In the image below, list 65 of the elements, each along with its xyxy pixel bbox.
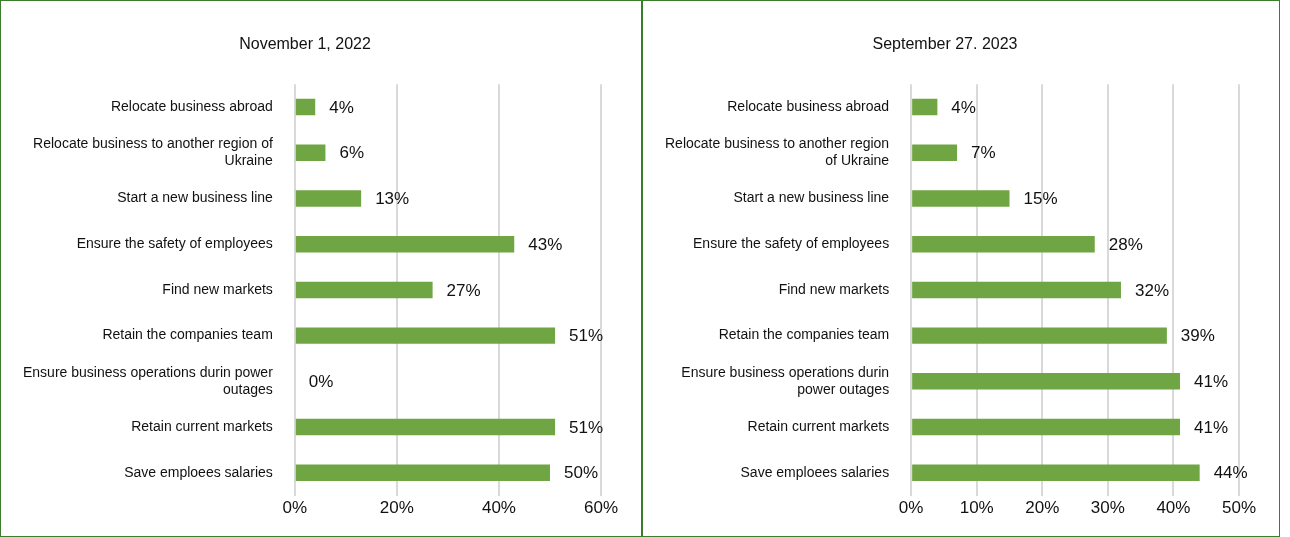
y-tick-label: Start a new business line xyxy=(117,189,274,206)
data-label: 7% xyxy=(971,143,996,163)
x-tick-label: 20% xyxy=(379,498,414,518)
bar xyxy=(912,190,1010,207)
data-label: 13% xyxy=(375,189,410,209)
y-tick-label: Relocate business to another region of Ukraine xyxy=(33,135,274,169)
x-tick-label: 40% xyxy=(1156,498,1191,518)
y-tick-label: Retain the companies team xyxy=(102,326,273,343)
data-label: 50% xyxy=(563,463,598,483)
y-tick-label: Ensure business operations durin power outages xyxy=(23,363,274,397)
x-tick-label: 0% xyxy=(282,498,308,518)
data-label: 4% xyxy=(329,97,354,117)
y-tick-label: Save emploees salaries xyxy=(124,463,273,480)
bar xyxy=(912,418,1180,436)
data-label: 51% xyxy=(569,417,604,437)
data-label: 41% xyxy=(1193,372,1229,392)
data-label: 44% xyxy=(1213,463,1248,483)
y-tick-label: Save emploees salaries xyxy=(740,463,890,480)
data-label: 15% xyxy=(1023,189,1058,209)
y-tick-label: Relocate business to another region of Ukraine xyxy=(664,135,890,169)
data-label: 6% xyxy=(339,143,365,163)
data-label: 4% xyxy=(951,97,976,117)
x-tick-label: 40% xyxy=(481,498,516,518)
chart-title: September 27. 2023 xyxy=(872,35,1018,53)
bar xyxy=(912,373,1180,390)
chart-title: November 1, 2022 xyxy=(239,35,371,53)
bar xyxy=(295,327,556,344)
bar xyxy=(295,418,556,436)
bar xyxy=(912,327,1167,344)
y-tick-label: Find new markets xyxy=(162,280,273,297)
x-tick-label: 0% xyxy=(898,498,924,518)
data-label: 39% xyxy=(1180,326,1215,346)
x-tick-label: 20% xyxy=(1025,498,1060,518)
bar xyxy=(912,98,938,116)
bar xyxy=(295,144,326,161)
bar xyxy=(912,281,1121,299)
bar xyxy=(912,464,1200,481)
y-tick-label: Ensure business operations durin power outages xyxy=(681,363,890,397)
data-label: 41% xyxy=(1193,417,1229,437)
bar xyxy=(295,235,515,253)
x-tick-label: 30% xyxy=(1090,498,1125,518)
y-tick-label: Retain current markets xyxy=(747,417,890,434)
bar xyxy=(295,98,316,116)
y-tick-label: Ensure the safety of employees xyxy=(76,235,273,252)
x-tick-label: 10% xyxy=(959,498,994,518)
bar xyxy=(295,190,362,207)
y-tick-label: Relocate business abroad xyxy=(110,97,273,114)
y-tick-label: Relocate business abroad xyxy=(727,97,890,114)
data-label: 32% xyxy=(1134,280,1169,300)
data-label: 28% xyxy=(1108,234,1143,254)
x-tick-label: 50% xyxy=(1221,498,1257,518)
y-tick-label: Retain current markets xyxy=(131,417,273,434)
data-label: 0% xyxy=(308,372,334,392)
y-tick-label: Start a new business line xyxy=(733,189,890,206)
bar xyxy=(295,464,550,481)
bar xyxy=(912,144,958,161)
bar xyxy=(912,235,1095,253)
y-tick-label: Find new markets xyxy=(778,280,890,297)
bar xyxy=(295,281,433,299)
data-label: 27% xyxy=(446,280,481,300)
data-label: 51% xyxy=(569,326,604,346)
y-tick-label: Ensure the safety of employees xyxy=(693,235,890,252)
x-tick-label: 60% xyxy=(583,498,619,518)
data-label: 43% xyxy=(528,234,563,254)
y-tick-label: Retain the companies team xyxy=(718,326,890,343)
